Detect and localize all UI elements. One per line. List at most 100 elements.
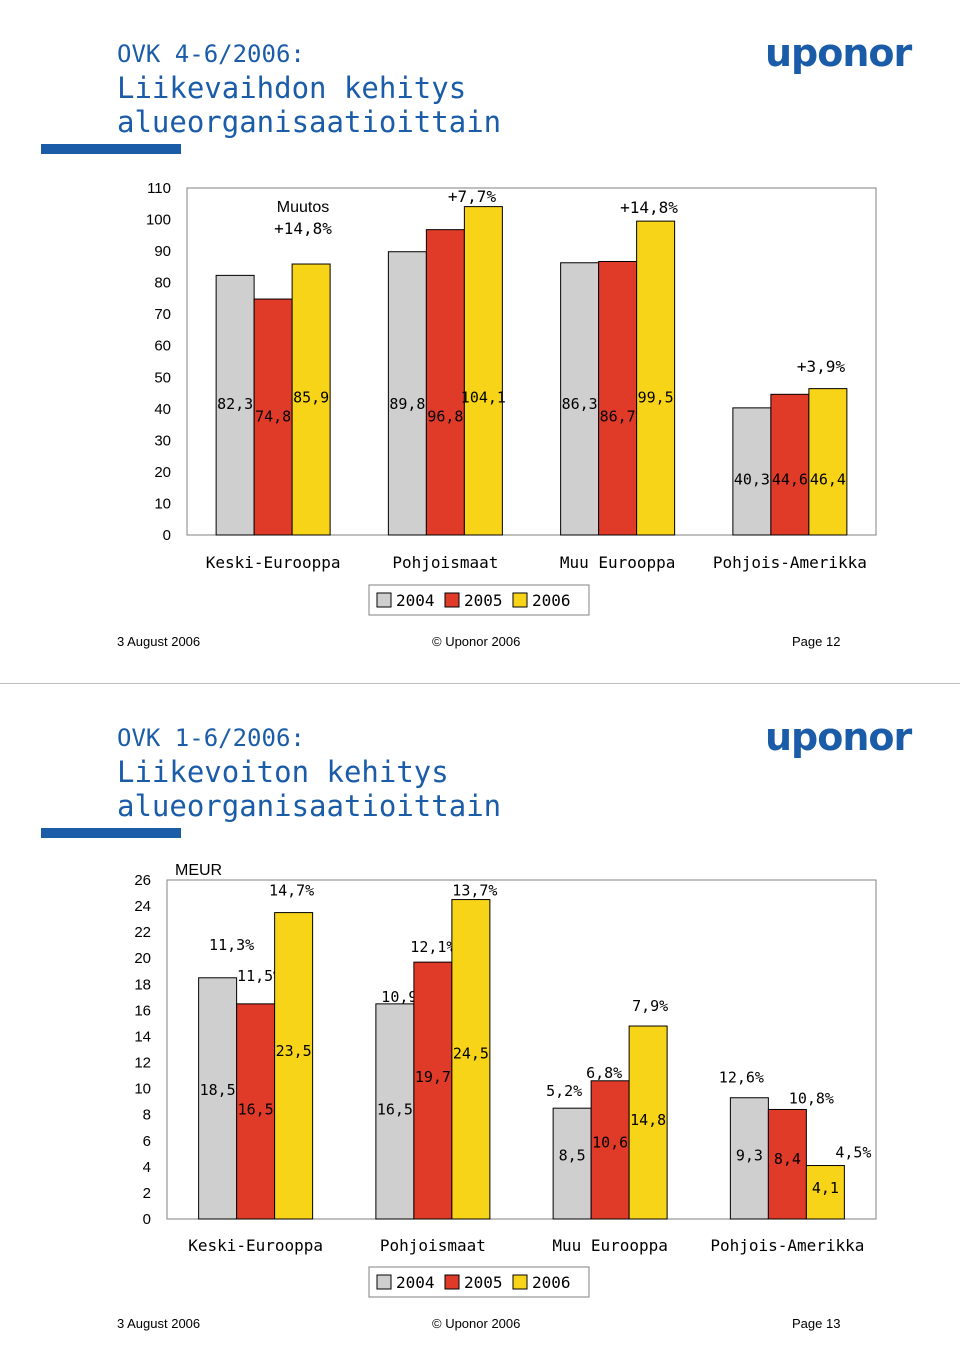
y-tick-label: 70 [154,306,171,323]
revenue-chart: 0 10 20 30 40 50 60 70 80 90 100 110 82,3 74,8 85,9 Kes… [0,0,960,620]
category-label: Muu Eurooppa [560,553,676,572]
y-tick-label: 4 [143,1159,151,1176]
margin-label: 11,5% [237,967,282,985]
bar-value-label: 86,3 [562,395,598,413]
y-tick-label: 90 [154,243,171,260]
y-tick-label: 26 [134,872,151,889]
margin-label: 6,8% [586,1064,622,1082]
bar-value-label: 74,8 [255,407,291,425]
bar-value-label: 9,3 [736,1146,763,1164]
bar-value-label: 8,5 [559,1146,586,1164]
bar [808,388,848,536]
y-tick-label: 2 [143,1185,151,1202]
bar [425,229,465,536]
y-tick-label: 0 [143,1211,151,1228]
bar-value-label: 44,6 [772,471,808,489]
y-tick-label: 14 [134,1028,151,1045]
bar-value-label: 18,5 [200,1081,236,1099]
y-tick-label: 40 [154,401,171,418]
y-tick-label: 0 [163,527,171,544]
legend-swatch [444,1274,460,1290]
legend-label: 2004 [396,591,435,610]
title-kicker: OVK 1-6/2006: [117,724,305,752]
y-tick-label: 30 [154,432,171,449]
bar [636,220,676,536]
category-label: Keski-Eurooppa [206,553,341,572]
legend-label: 2005 [464,1273,503,1292]
bar-value-label: 16,5 [377,1101,413,1119]
bar-value-label: 4,1 [812,1179,839,1197]
bar [413,961,453,1220]
y-tick-label: 16 [134,1002,151,1019]
legend-box [368,584,590,616]
slide-page-12: OVK 4-6/2006: Liikevaihdon kehitys alueo… [0,0,960,683]
bar [598,261,638,536]
y-tick-label: 6 [143,1133,151,1150]
legend-label: 2006 [532,1273,571,1292]
legend-label: 2006 [532,591,571,610]
y-tick-label: 8 [143,1107,151,1124]
operating-profit-bar-chart: 02468101214161820222426MEUR18,511,3%16,5… [134,862,877,1298]
bar-value-label: 24,5 [453,1045,489,1063]
y-tick-label: 20 [154,464,171,481]
bar-value-label: 104,1 [461,389,506,407]
bar-value-label: 89,8 [389,395,425,413]
bar [215,274,255,536]
category-label: Pohjois-Amerikka [710,1236,864,1255]
bar-value-label: 96,8 [427,407,463,425]
category-label: Pohjoismaat [392,553,498,572]
margin-label: 10,8% [789,1089,834,1107]
change-annotation: Muutos [277,199,329,216]
title-accent-bar [41,828,181,838]
bar [274,912,314,1220]
y-tick-label: 24 [134,898,151,915]
revenue-bar-chart: 0 10 20 30 40 50 60 70 80 90 100 110 82,374,885,9 Kes… [146,180,877,616]
operating-profit-chart: 0 2 4 6 8 10 12 14 16 18 20 22 24 26 MEUR 18,5 11,3% 16,5… [0,684,960,1304]
margin-label: 5,2% [546,1082,582,1100]
y-tick-label: 60 [154,338,171,355]
uponor-logo: uponor [765,31,912,75]
bar-value-label: 82,3 [217,395,253,413]
category-label: Keski-Eurooppa [188,1236,323,1255]
plot-frame [166,879,877,1220]
y-axis-label: MEUR [175,862,222,879]
bar-value-label: 99,5 [638,389,674,407]
y-tick-label: 80 [154,275,171,292]
footer-date: 3 August 2006 [117,634,201,649]
legend-label: 2005 [464,591,503,610]
category-label: Pohjoismaat [380,1236,486,1255]
footer-copyright: © Uponor 2006 [432,1316,521,1331]
margin-label: 7,9% [632,997,668,1015]
category-label: Pohjois-Amerikka [713,553,867,572]
legend-label: 2004 [396,1273,435,1292]
bar [463,206,503,536]
bar-value-label: 86,7 [600,407,636,425]
bar [590,1080,630,1220]
y-tick-label: 10 [154,495,171,512]
slide-divider [0,683,960,684]
bar-value-label: 10,6 [592,1133,628,1151]
y-tick-label: 10 [134,1081,151,1098]
bar [560,262,600,536]
bar [198,977,238,1220]
bar [552,1107,592,1220]
change-annotation: +3,9% [797,357,846,376]
bar-value-label: 23,5 [276,1042,312,1060]
bar [375,1003,415,1220]
y-tick-label: 20 [134,950,151,967]
bar [767,1108,807,1220]
y-tick-label: 50 [154,369,171,386]
bar [770,393,810,536]
legend-swatch [376,1274,392,1290]
bar-value-label: 40,3 [734,471,770,489]
slide-page-13: OVK 1-6/2006: Liikevoiton kehitys alueor… [0,684,960,1367]
legend-swatch [512,592,528,608]
bar [253,298,293,536]
uponor-logo: uponor [765,715,912,759]
footer-date: 3 August 2006 [117,1316,201,1331]
title-accent-bar [41,144,181,154]
y-tick-label: 18 [134,976,151,993]
bar [729,1097,769,1220]
y-tick-label: 100 [146,212,171,229]
change-annotation: +14,8% [620,198,678,217]
